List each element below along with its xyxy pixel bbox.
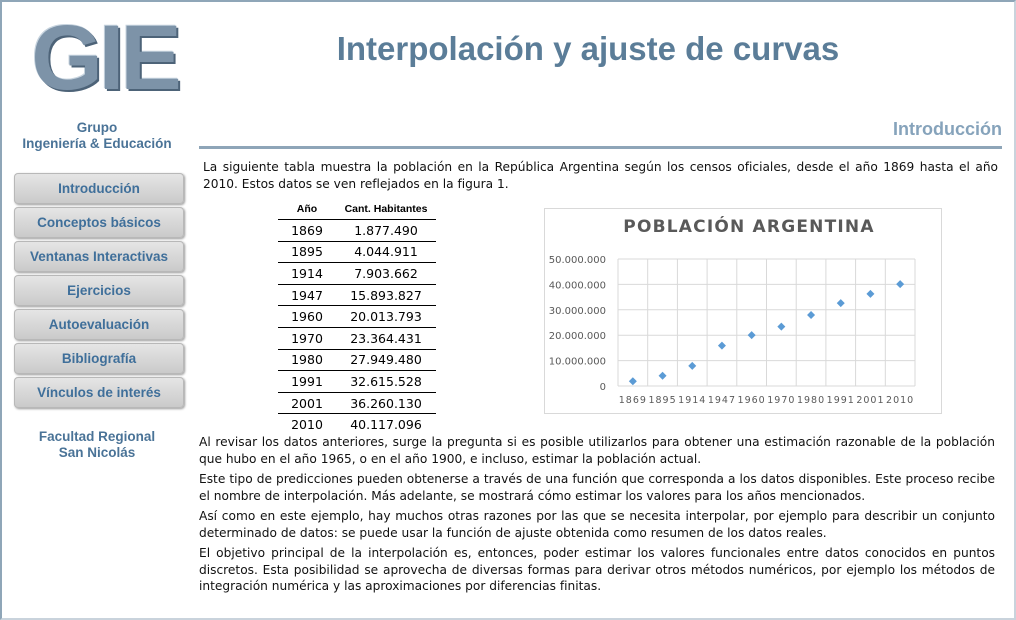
x-tick-label: 1991 (827, 395, 855, 406)
table-cell: 7.903.662 (336, 262, 436, 285)
table-row: 1895 4.044.911 (278, 241, 436, 264)
nav-button[interactable]: Bibliografía (14, 343, 184, 374)
nav-button[interactable]: Autoevaluación (14, 309, 184, 340)
table-cell: 1.877.490 (336, 219, 436, 242)
marker (628, 377, 637, 386)
x-tick-label: 2010 (886, 395, 914, 406)
table-cell: 32.615.528 (336, 370, 436, 393)
x-tick-label: 1895 (648, 395, 676, 406)
paragraph: El objetivo principal de la interpolació… (199, 546, 995, 593)
paragraph: Así como en este ejemplo, hay muchos otr… (199, 509, 995, 540)
faculty-line: Facultad Regional (38, 429, 156, 444)
marker (836, 299, 845, 308)
table-header: Cant. Habitantes (336, 199, 436, 220)
y-tick-label: 0 (600, 382, 606, 393)
marker (688, 361, 697, 370)
divider (199, 146, 1002, 149)
y-tick-label: 40.000.000 (549, 280, 606, 291)
table-cell: 1869 (278, 219, 336, 242)
group-line: Ingeniería & Educación (22, 136, 172, 151)
nav-button[interactable]: Vínculos de interés (14, 377, 184, 408)
table-cell: 20.013.793 (336, 305, 436, 328)
table-cell: 15.893.827 (336, 284, 436, 307)
x-tick-label: 2001 (856, 395, 884, 406)
table-cell: 4.044.911 (336, 241, 436, 264)
chart-title: POBLACIÓN ARGENTINA (623, 215, 874, 237)
table-cell: 1895 (278, 241, 336, 264)
logo: GIE (31, 7, 181, 109)
marker (747, 331, 756, 340)
nav-button[interactable]: Introducción (14, 173, 184, 204)
faculty-name: Facultad Regional San Nicolás (6, 429, 188, 461)
table-header: Año (278, 199, 336, 220)
x-tick-label: 1869 (619, 395, 647, 406)
marker (896, 280, 905, 289)
marker (777, 322, 786, 331)
y-tick-label: 10.000.000 (549, 357, 606, 368)
table-cell: 2001 (278, 392, 336, 415)
table-cell: 1970 (278, 327, 336, 350)
table-row: 2010 40.117.096 (278, 414, 436, 435)
table-row: 1970 23.364.431 (278, 327, 436, 350)
x-tick-label: 1947 (708, 395, 736, 406)
nav-button[interactable]: Ejercicios (14, 275, 184, 306)
page-title: Interpolación y ajuste de curvas (336, 30, 840, 67)
table-cell: 1947 (278, 284, 336, 307)
table-row: 1991 32.615.528 (278, 370, 436, 393)
table-cell: 27.949.480 (336, 349, 436, 372)
y-tick-label: 30.000.000 (549, 306, 606, 317)
table-cell: 1980 (278, 349, 336, 372)
marker (807, 311, 816, 320)
table-row: 1869 1.877.490 (278, 219, 436, 242)
table-row: 1914 7.903.662 (278, 262, 436, 285)
chart-frame (544, 208, 942, 414)
population-table: Año Cant. Habitantes 1869 1.877.490 1895 4.04… (278, 199, 436, 435)
x-tick-label: 1914 (678, 395, 706, 406)
y-tick-label: 20.000.000 (549, 331, 606, 342)
table-cell: 1991 (278, 370, 336, 393)
y-tick-label: 50.000.000 (549, 255, 606, 266)
table-cell: 23.364.431 (336, 327, 436, 350)
table-row: 1960 20.013.793 (278, 305, 436, 328)
paragraph: Este tipo de predicciones pueden obtener… (199, 472, 995, 503)
x-tick-label: 1980 (797, 395, 825, 406)
group-name: Grupo Ingeniería & Educación (6, 120, 188, 152)
table-cell: 40.117.096 (350, 417, 422, 433)
x-tick-label: 1960 (738, 395, 766, 406)
marker (658, 371, 667, 380)
table-row: 1980 27.949.480 (278, 349, 436, 372)
table-cell: 2010 (291, 417, 323, 433)
table-cell: 36.260.130 (336, 392, 436, 415)
table-row: 2001 36.260.130 (278, 392, 436, 415)
nav-button[interactable]: Ventanas Interactivas (14, 241, 184, 272)
marker (717, 341, 726, 350)
table-row: 1947 15.893.827 (278, 284, 436, 307)
x-tick-label: 1970 (767, 395, 795, 406)
group-line: Grupo (76, 120, 118, 135)
marker (866, 289, 875, 298)
section-title: Introducción (893, 119, 1002, 139)
faculty-line: San Nicolás (58, 445, 136, 460)
chart: POBLACIÓN ARGENTINA 0 10.000.000 20.000.00… (544, 208, 942, 414)
table-cell: 1960 (278, 305, 336, 328)
intro-text: La siguiente tabla muestra la población … (203, 160, 998, 191)
table-cell: 1914 (278, 262, 336, 285)
nav-button[interactable]: Conceptos básicos (14, 207, 184, 238)
paragraph: Al revisar los datos anteriores, surge l… (199, 435, 995, 466)
body-text: Al revisar los datos anteriores, surge l… (199, 434, 995, 599)
